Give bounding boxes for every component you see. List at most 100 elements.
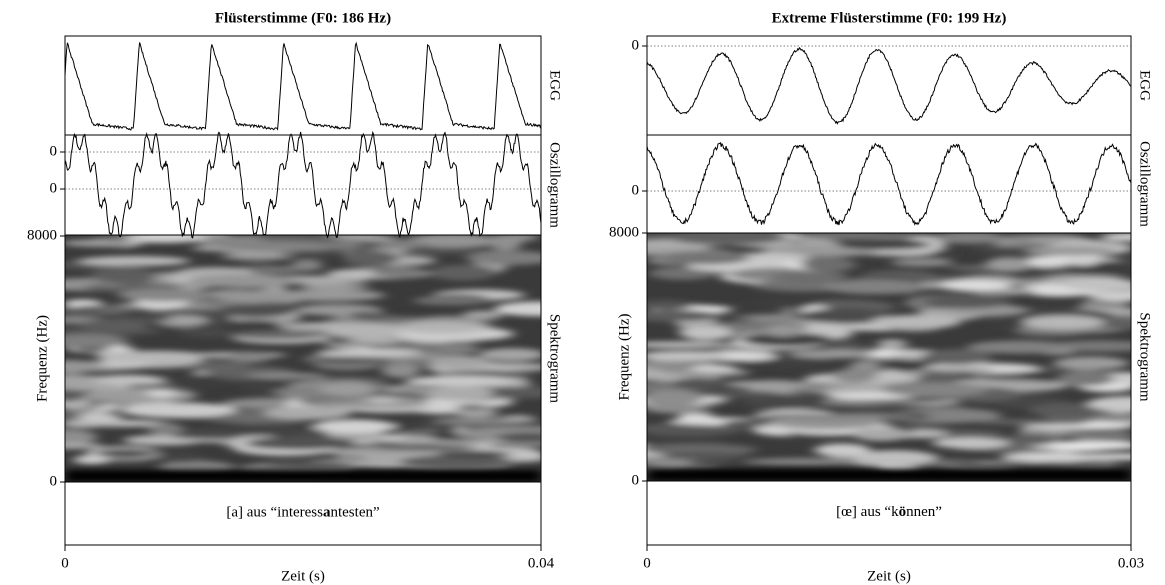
spectrogram-blob [764,324,802,337]
y-tick-label: 0 [632,472,640,488]
spectrogram-blob [746,458,859,466]
spectrogram-texture [65,235,541,478]
spectrogram-blob [117,288,215,302]
spectrogram-blob [927,366,995,374]
spectrogram-blob [304,357,392,364]
spectrogram-blob [406,375,517,387]
spectrogram-texture [647,233,1131,474]
y-tick-label: 0 [50,180,58,196]
spectrogram-blob [373,443,477,451]
plot-frame [646,35,1132,546]
spectrogram-blob [187,361,251,373]
spectrogram-blob [490,235,522,251]
spectrogram-blob [272,387,334,398]
spectrogram-blob [647,390,703,406]
spectrogram-blob [429,264,497,281]
spectrogram-blob [395,321,489,334]
spectrogram-blob [330,239,362,250]
spectrogram-blob [677,390,782,398]
spectrogram-blob [784,413,890,420]
spectrogram-blob [221,253,293,261]
y-tick-label: 8000 [27,227,57,243]
spectrogram-blob [220,292,311,304]
spectrogram-blob [882,382,988,398]
spectrogram-blob [408,235,495,248]
spectrogram-blob [832,368,877,384]
spectrogram-blob [235,423,317,436]
spectrogram-blob [65,239,133,247]
spectrogram-blob [1022,315,1105,329]
spectrogram-blob [73,455,111,465]
spectrogram-blob [349,311,388,321]
spectrogram-blob [94,450,161,457]
spectrogram-blob [245,372,327,379]
spectrogram-blob [943,463,1061,470]
spectrogram-blob [647,341,734,348]
spectrogram-blob [647,299,694,310]
spectrogram-blob [801,257,857,273]
spectrogram-blob [466,250,541,265]
x-tick-label: 0 [643,555,651,571]
spectrogram-blob [934,233,1005,244]
spectrogram-blob [890,258,954,267]
spectrogram-blob [437,450,512,458]
spectrogram-blob [95,350,208,362]
spectrogram-blob [825,392,915,400]
spectrogram-blob [79,318,149,333]
spectrogram-blob [494,301,541,317]
spectrogram-blob [431,417,524,425]
spectrogram-blob [227,351,272,363]
spectrogram-blob [1100,233,1131,241]
spectrogram-blob [1062,277,1131,292]
spectrogram-blob [722,419,773,428]
spectrogram-blob [427,386,494,400]
spectrogram-blob [1067,453,1131,460]
y-axis-label: Frequenz (Hz) [616,313,632,400]
spectrogram-blob [789,349,875,359]
spectrogram-blob [77,256,190,267]
x-axis-label: Zeit (s) [281,568,325,584]
spectrogram-blob [1086,396,1131,412]
caption-part: ö [899,504,907,520]
plot-frame [64,35,542,546]
spectrogram-blob [230,331,324,340]
track-label: EGG [1137,70,1153,101]
spectrogram-blob [672,377,725,390]
spectrogram-blob [276,322,396,330]
y-tick-label: 0 [632,37,640,53]
spectrogram-blob [82,387,197,404]
egg-wave [64,41,542,131]
spectrogram-blob [120,402,237,418]
spectrogram-blob [769,271,849,282]
spectrogram-blob [65,442,104,450]
spectrogram-blob [456,403,488,411]
spectrogram-blob [399,454,516,470]
spectrogram-blob [146,389,177,398]
oscillogram-wave [64,130,542,239]
spectrogram-blob [1081,291,1131,298]
spectrogram-blob [380,422,447,431]
spectrogram-blob [921,349,992,365]
spectrogram-blob [649,266,717,280]
spectrogram-blob [745,298,816,308]
track-label: Spektrogramm [1137,312,1153,401]
spectrogram-blob [366,396,399,404]
caption-part: nnen” [906,504,942,520]
spectrogram-blob [1025,246,1117,256]
spectrogram-blob [381,362,421,378]
y-axis-label: Frequenz (Hz) [34,315,50,402]
spectrogram-blob [647,310,723,322]
x-tick-label: 0.03 [1118,555,1144,571]
caption-part: ntesten” [330,505,379,521]
spectrogram-blob [347,337,401,345]
spectrogram-blob [647,360,686,369]
y-tick-label: 0 [632,182,640,198]
spectrogram-blob [501,414,535,423]
spectrogram-blob [877,339,908,349]
spectrogram-blob [852,450,937,465]
spectrogram-blob [680,325,733,341]
spectrogram-blob [922,295,1012,309]
spectrogram-blob [412,296,490,306]
spectrogram-blob [657,251,750,265]
spectrogram-blob [661,453,752,460]
